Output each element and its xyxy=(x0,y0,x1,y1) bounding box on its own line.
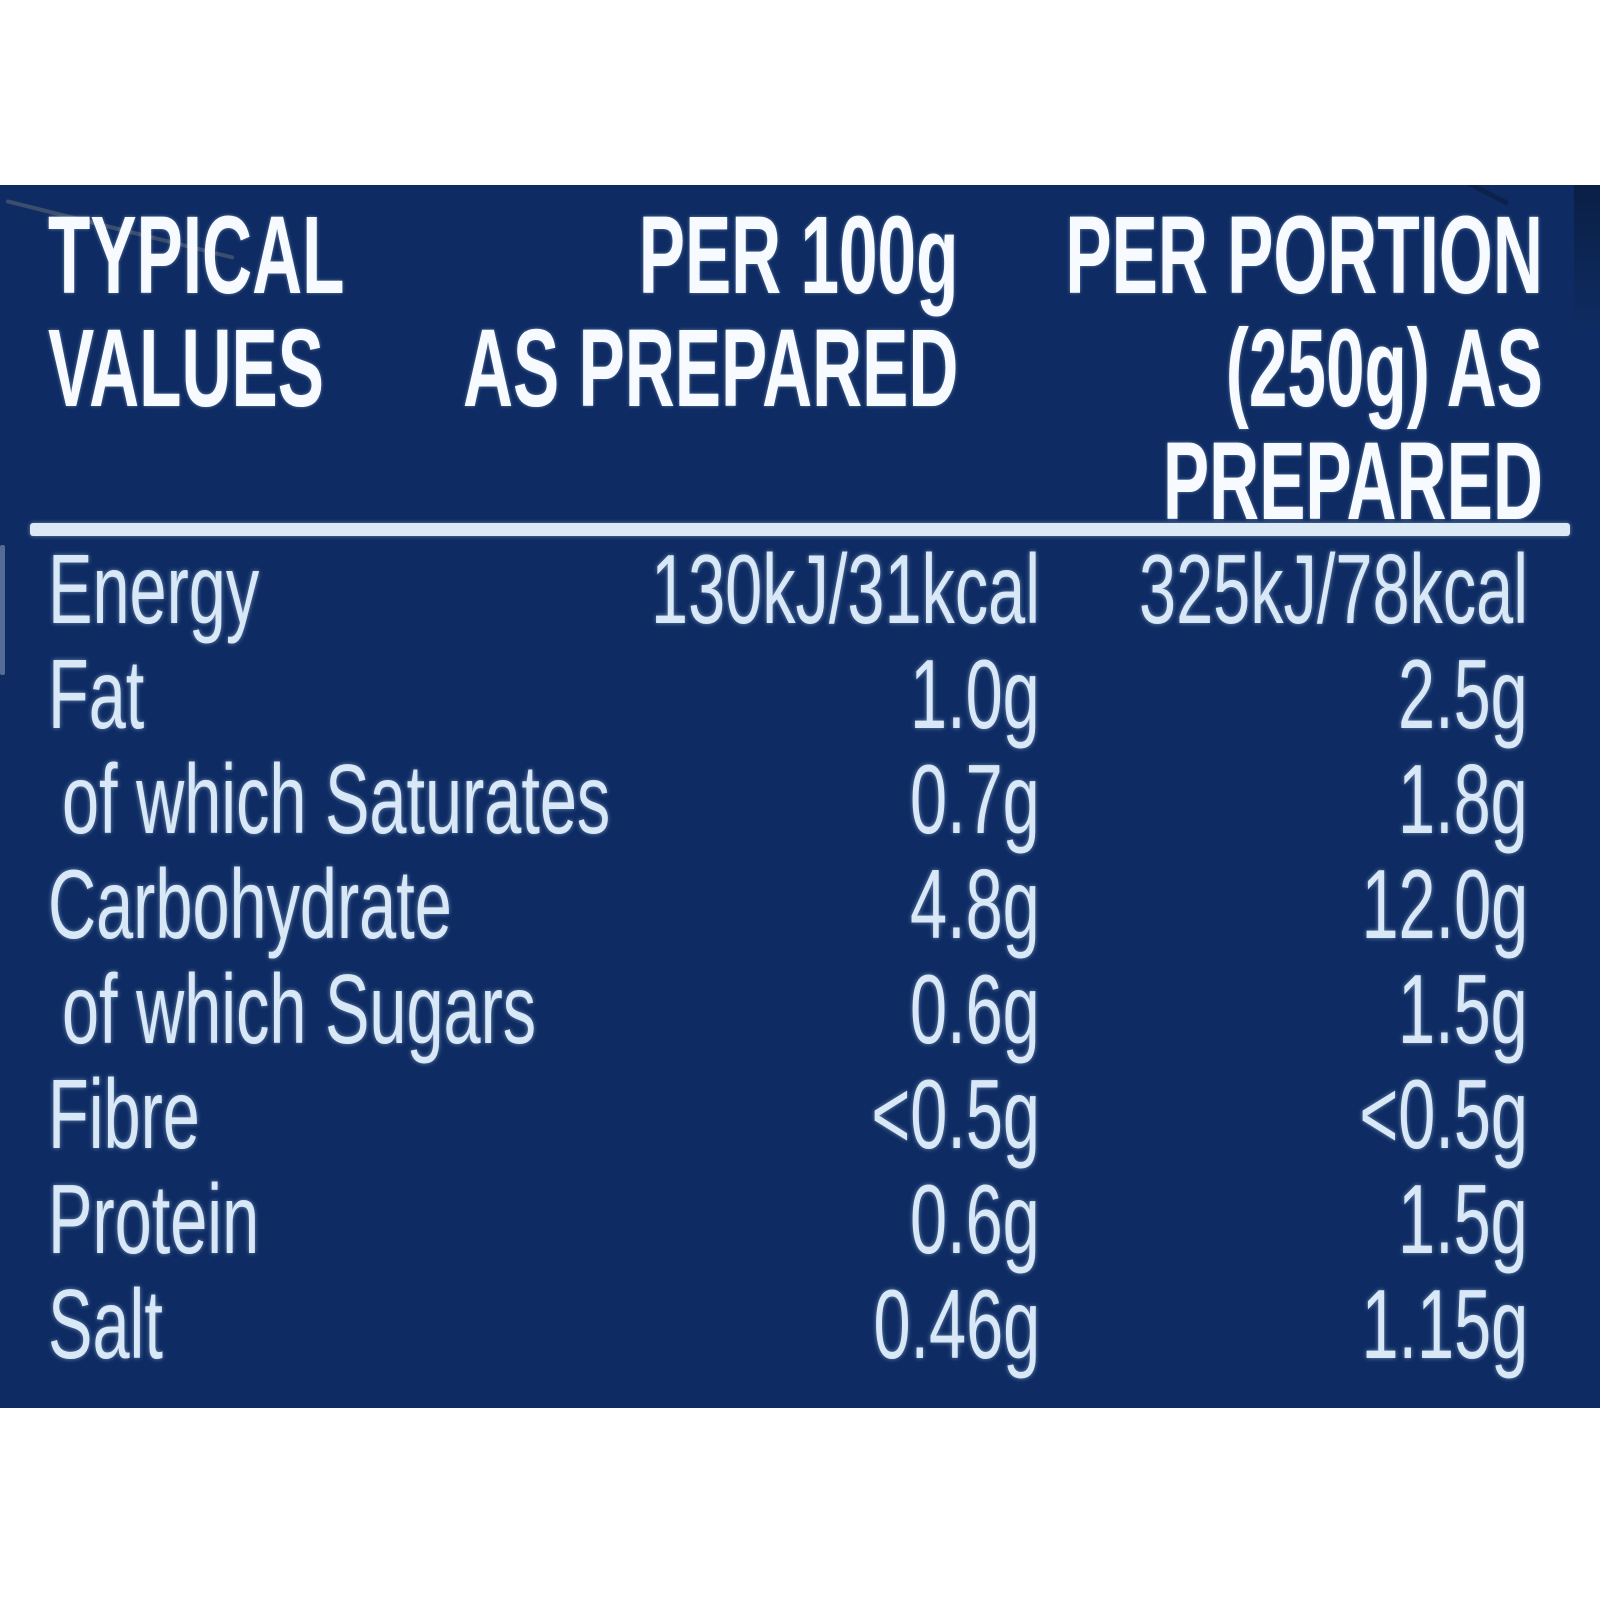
value-per-portion: 1.8g xyxy=(1398,744,1528,854)
nutrient-rows: Energy 130kJ/31kcal 325kJ/78kcal Fat 1.0… xyxy=(0,537,1600,1377)
nutrient-label: of which Sugars xyxy=(62,954,537,1064)
column-header-per-100g: PER 100g AS PREPARED xyxy=(462,194,958,430)
value-per-100g: 0.6g xyxy=(910,954,1040,1064)
nutrient-label: Protein xyxy=(48,1164,260,1274)
value-per-portion: 12.0g xyxy=(1361,849,1528,959)
table-row-saturates: of which Saturates 0.7g 1.8g xyxy=(0,747,1600,852)
nutrition-panel: TYPICAL VALUES PER 100g AS PREPARED PER … xyxy=(0,185,1600,1408)
value-per-portion: 325kJ/78kcal xyxy=(1139,534,1528,644)
column-header-typical-values: TYPICAL VALUES xyxy=(48,194,345,430)
table-row-carbohydrate: Carbohydrate 4.8g 12.0g xyxy=(0,852,1600,957)
nutrient-label: Fat xyxy=(48,639,145,749)
value-per-100g: 0.46g xyxy=(873,1269,1040,1379)
nutrient-label: Carbohydrate xyxy=(48,849,452,959)
value-per-100g: 0.7g xyxy=(910,744,1040,854)
nutrient-label: Salt xyxy=(48,1269,163,1379)
package-edge-shadow xyxy=(1574,185,1600,335)
value-per-portion: <0.5g xyxy=(1359,1059,1528,1169)
nutrient-label: Energy xyxy=(48,534,260,644)
table-row-fibre: Fibre <0.5g <0.5g xyxy=(0,1062,1600,1167)
value-per-portion: 2.5g xyxy=(1398,639,1528,749)
value-per-100g: 0.6g xyxy=(910,1164,1040,1274)
table-row-energy: Energy 130kJ/31kcal 325kJ/78kcal xyxy=(0,537,1600,642)
table-row-protein: Protein 0.6g 1.5g xyxy=(0,1167,1600,1272)
package-crease-left-edge xyxy=(0,545,5,675)
value-per-100g: 130kJ/31kcal xyxy=(651,534,1040,644)
value-per-100g: 4.8g xyxy=(910,849,1040,959)
nutrient-label: Fibre xyxy=(48,1059,200,1169)
column-header-per-portion: PER PORTION (250g) AS PREPARED xyxy=(1065,194,1543,543)
table-row-fat: Fat 1.0g 2.5g xyxy=(0,642,1600,747)
value-per-100g: 1.0g xyxy=(910,639,1040,749)
value-per-portion: 1.5g xyxy=(1398,1164,1528,1274)
table-row-salt: Salt 0.46g 1.15g xyxy=(0,1272,1600,1377)
header-separator-line xyxy=(30,523,1570,536)
nutrient-label: of which Saturates xyxy=(62,744,611,854)
table-row-sugars: of which Sugars 0.6g 1.5g xyxy=(0,957,1600,1062)
value-per-portion: 1.5g xyxy=(1398,954,1528,1064)
value-per-portion: 1.15g xyxy=(1361,1269,1528,1379)
value-per-100g: <0.5g xyxy=(871,1059,1040,1169)
